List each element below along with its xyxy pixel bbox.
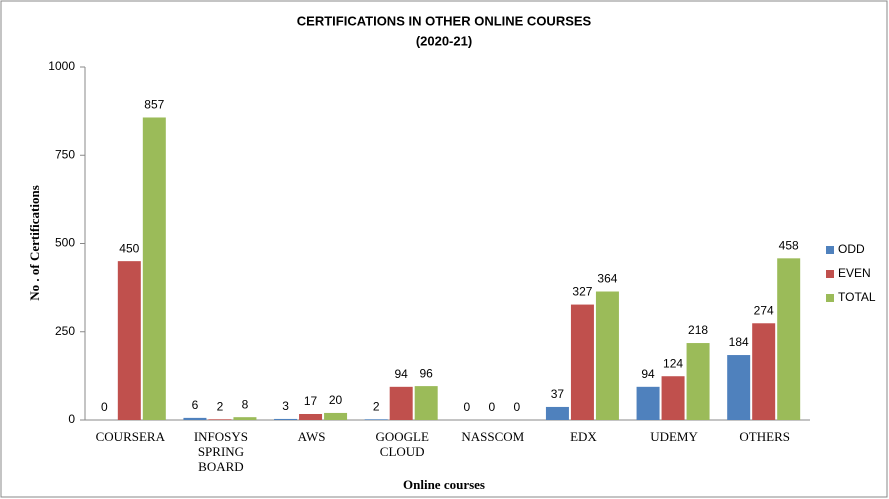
data-label: 37	[551, 387, 565, 401]
bar	[389, 386, 413, 420]
bar	[752, 323, 776, 420]
bar	[208, 419, 232, 420]
y-axis-label: No . of Certifications	[27, 185, 42, 301]
y-tick-label: 250	[55, 324, 75, 338]
bar	[324, 412, 348, 420]
bar	[117, 261, 141, 420]
bar	[595, 291, 619, 420]
chart-subtitle: (2020-21)	[416, 33, 472, 48]
data-label: 6	[192, 398, 199, 412]
x-axis-label: Online courses	[403, 477, 485, 492]
data-label: 2	[217, 399, 224, 413]
bar	[570, 304, 594, 420]
bar	[299, 413, 323, 420]
x-tick-label: NASSCOM	[461, 429, 525, 444]
bar	[233, 417, 257, 420]
data-label: 0	[463, 400, 470, 414]
data-label: 0	[101, 400, 108, 414]
legend-swatch	[826, 246, 834, 254]
y-tick-label: 500	[55, 236, 75, 250]
bar	[727, 355, 751, 420]
bar	[777, 258, 801, 420]
bar	[142, 117, 166, 420]
bar	[686, 343, 710, 420]
legend-label: EVEN	[838, 266, 871, 280]
x-tick-label: AWS	[297, 429, 326, 444]
legend-label: TOTAL	[838, 290, 876, 304]
data-label: 450	[119, 241, 139, 255]
data-label: 3	[282, 399, 289, 413]
legend-swatch	[826, 294, 834, 302]
bar	[636, 386, 660, 420]
data-label: 20	[329, 393, 343, 407]
data-label: 857	[144, 98, 164, 112]
x-tick-label: GOOGLE CLOUD	[375, 429, 429, 459]
data-label: 8	[242, 397, 249, 411]
x-tick-label: INFOSYS SPRING BOARD	[193, 429, 249, 474]
data-label: 218	[688, 323, 708, 337]
bar	[545, 406, 569, 420]
data-label: 0	[513, 400, 520, 414]
data-label: 94	[395, 367, 409, 381]
y-tick-label: 0	[68, 412, 75, 426]
data-label: 458	[779, 238, 799, 252]
data-label: 0	[488, 400, 495, 414]
x-tick-label: COURSERA	[95, 429, 165, 444]
x-tick-label: EDX	[570, 429, 597, 444]
data-label: 327	[572, 285, 592, 299]
bar	[364, 419, 388, 420]
bar	[414, 386, 438, 420]
y-tick-label: 1000	[48, 59, 75, 73]
data-label: 184	[729, 335, 749, 349]
bar	[274, 418, 298, 420]
legend-label: ODD	[838, 242, 865, 256]
bar	[661, 376, 685, 420]
x-tick-label: OTHERS	[739, 429, 790, 444]
data-label: 364	[597, 272, 617, 286]
data-label: 124	[663, 356, 683, 370]
data-label: 96	[420, 366, 434, 380]
y-tick-label: 750	[55, 147, 75, 161]
x-tick-label: UDEMY	[650, 429, 698, 444]
chart-title: CERTIFICATIONS IN OTHER ONLINE COURSES	[297, 13, 592, 28]
data-label: 2	[373, 399, 380, 413]
data-label: 94	[641, 367, 655, 381]
data-label: 274	[754, 303, 774, 317]
legend-swatch	[826, 270, 834, 278]
bar	[183, 417, 207, 420]
data-label: 17	[304, 394, 318, 408]
